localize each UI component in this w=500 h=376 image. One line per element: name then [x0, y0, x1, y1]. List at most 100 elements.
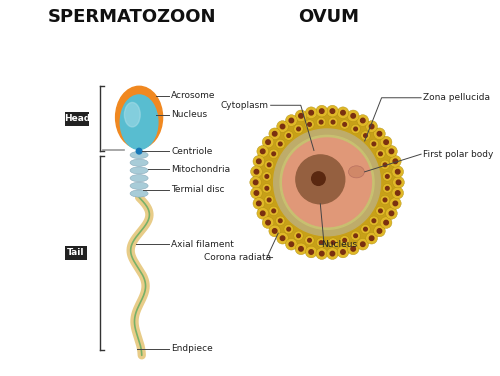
Ellipse shape	[124, 102, 140, 127]
Text: SPERMATOZOON: SPERMATOZOON	[48, 8, 216, 26]
Circle shape	[286, 115, 297, 126]
Circle shape	[340, 250, 345, 254]
Circle shape	[380, 160, 390, 170]
Circle shape	[330, 251, 334, 256]
Circle shape	[320, 241, 323, 244]
Circle shape	[383, 163, 387, 167]
Circle shape	[296, 234, 300, 238]
Text: OVUM: OVUM	[298, 8, 360, 26]
Circle shape	[372, 219, 376, 223]
Circle shape	[308, 123, 312, 126]
Circle shape	[306, 107, 317, 118]
Circle shape	[274, 129, 380, 236]
Circle shape	[366, 121, 378, 132]
Ellipse shape	[130, 182, 148, 190]
Circle shape	[316, 117, 326, 127]
Circle shape	[257, 208, 268, 219]
Circle shape	[296, 155, 345, 204]
Ellipse shape	[130, 152, 148, 159]
Circle shape	[383, 198, 387, 202]
Circle shape	[331, 120, 335, 124]
Circle shape	[374, 225, 386, 237]
Circle shape	[305, 236, 314, 245]
Circle shape	[369, 139, 378, 149]
Circle shape	[389, 211, 394, 215]
Ellipse shape	[116, 86, 162, 149]
Circle shape	[330, 109, 334, 114]
Circle shape	[378, 209, 382, 213]
Circle shape	[268, 163, 271, 167]
Circle shape	[254, 170, 258, 174]
Circle shape	[360, 242, 365, 247]
Circle shape	[364, 227, 368, 231]
Circle shape	[269, 225, 280, 237]
Circle shape	[316, 238, 326, 247]
Text: First polar body: First polar body	[423, 150, 494, 159]
Circle shape	[328, 238, 338, 247]
Circle shape	[278, 142, 282, 146]
Circle shape	[357, 115, 368, 126]
Circle shape	[361, 131, 370, 140]
Ellipse shape	[130, 167, 148, 174]
Circle shape	[343, 238, 346, 242]
Circle shape	[396, 191, 400, 195]
Circle shape	[326, 105, 338, 117]
Circle shape	[343, 123, 346, 126]
Circle shape	[306, 246, 317, 258]
Circle shape	[309, 111, 314, 115]
Text: Centriole: Centriole	[171, 147, 212, 156]
Circle shape	[337, 107, 349, 118]
Circle shape	[266, 140, 270, 144]
Circle shape	[340, 111, 345, 115]
Circle shape	[316, 248, 328, 259]
Circle shape	[374, 128, 386, 139]
Circle shape	[348, 243, 359, 255]
Circle shape	[357, 238, 368, 250]
Circle shape	[264, 195, 274, 205]
Circle shape	[351, 124, 360, 134]
Circle shape	[264, 160, 274, 170]
Circle shape	[372, 142, 376, 146]
Circle shape	[386, 174, 389, 178]
Circle shape	[280, 236, 285, 241]
Circle shape	[282, 138, 372, 227]
Circle shape	[384, 220, 388, 225]
Circle shape	[312, 172, 325, 185]
Circle shape	[298, 247, 303, 251]
Circle shape	[268, 198, 271, 202]
Circle shape	[351, 114, 356, 118]
Circle shape	[294, 231, 303, 240]
FancyBboxPatch shape	[65, 246, 87, 259]
Circle shape	[278, 219, 282, 223]
Circle shape	[289, 242, 294, 247]
Circle shape	[276, 139, 285, 149]
Circle shape	[320, 120, 323, 124]
Circle shape	[296, 127, 300, 131]
Circle shape	[380, 217, 392, 229]
Circle shape	[286, 238, 297, 250]
Circle shape	[265, 174, 268, 178]
Text: Axial filament: Axial filament	[171, 240, 234, 249]
Circle shape	[256, 159, 261, 164]
Circle shape	[320, 251, 324, 256]
Circle shape	[254, 191, 258, 195]
Circle shape	[351, 247, 356, 251]
Circle shape	[382, 183, 392, 193]
Text: Zona pellucida: Zona pellucida	[423, 93, 490, 102]
Circle shape	[354, 127, 358, 131]
Text: Endpiece: Endpiece	[171, 344, 213, 353]
Circle shape	[390, 198, 401, 209]
Circle shape	[360, 118, 365, 123]
Text: Corona radiata: Corona radiata	[204, 253, 270, 262]
Circle shape	[340, 236, 349, 245]
Circle shape	[376, 206, 385, 215]
Circle shape	[326, 248, 338, 259]
Ellipse shape	[130, 190, 148, 197]
Circle shape	[378, 152, 382, 156]
Circle shape	[384, 140, 388, 144]
Circle shape	[337, 246, 349, 258]
Ellipse shape	[130, 174, 148, 182]
Circle shape	[351, 231, 360, 240]
Circle shape	[396, 180, 401, 185]
Circle shape	[250, 166, 262, 177]
